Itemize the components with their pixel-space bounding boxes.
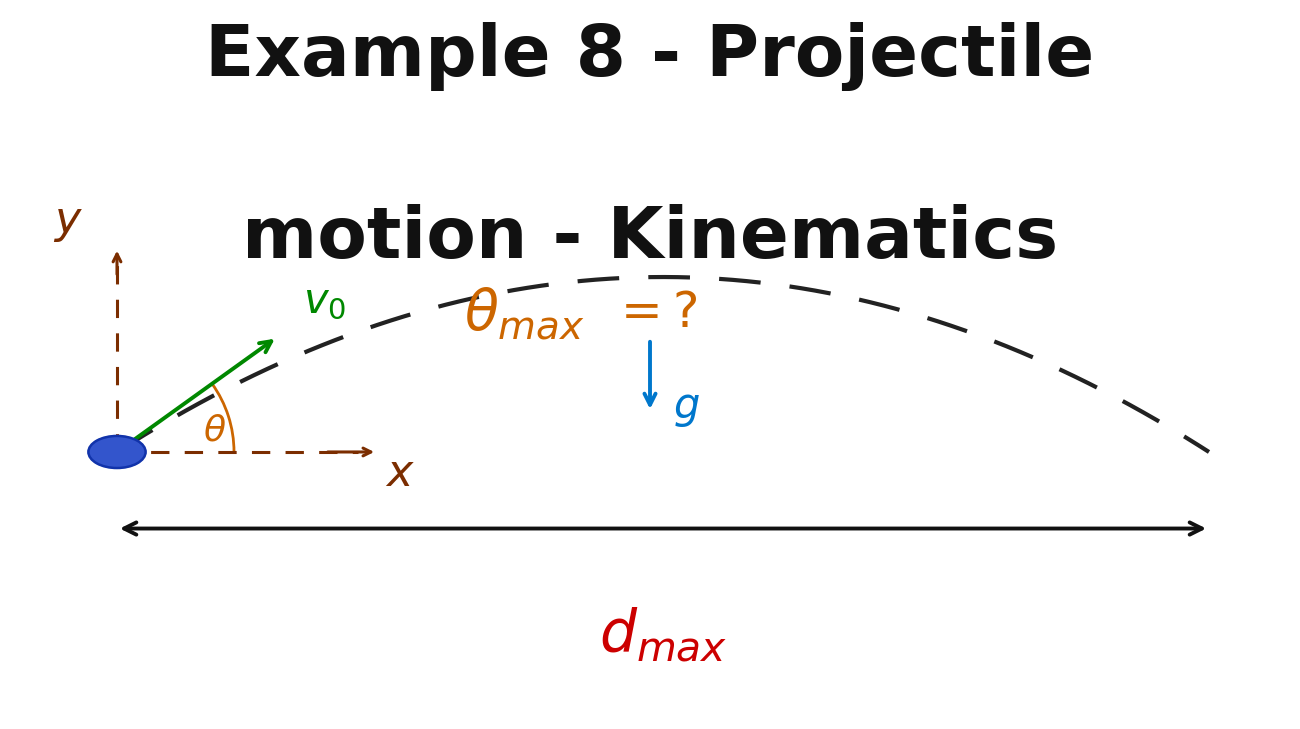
Text: motion - Kinematics: motion - Kinematics <box>242 204 1058 273</box>
Text: $v_0$: $v_0$ <box>303 281 346 322</box>
Text: $\theta$: $\theta$ <box>203 413 226 447</box>
Text: $d_{max}$: $d_{max}$ <box>599 605 727 663</box>
Text: $y$: $y$ <box>52 201 83 244</box>
Text: $g$: $g$ <box>673 387 701 429</box>
Text: $=?$: $=?$ <box>611 289 697 338</box>
Text: $\theta_{max}$: $\theta_{max}$ <box>464 286 585 341</box>
Text: $x$: $x$ <box>386 453 415 495</box>
Circle shape <box>88 436 146 468</box>
Text: Example 8 - Projectile: Example 8 - Projectile <box>205 22 1095 91</box>
